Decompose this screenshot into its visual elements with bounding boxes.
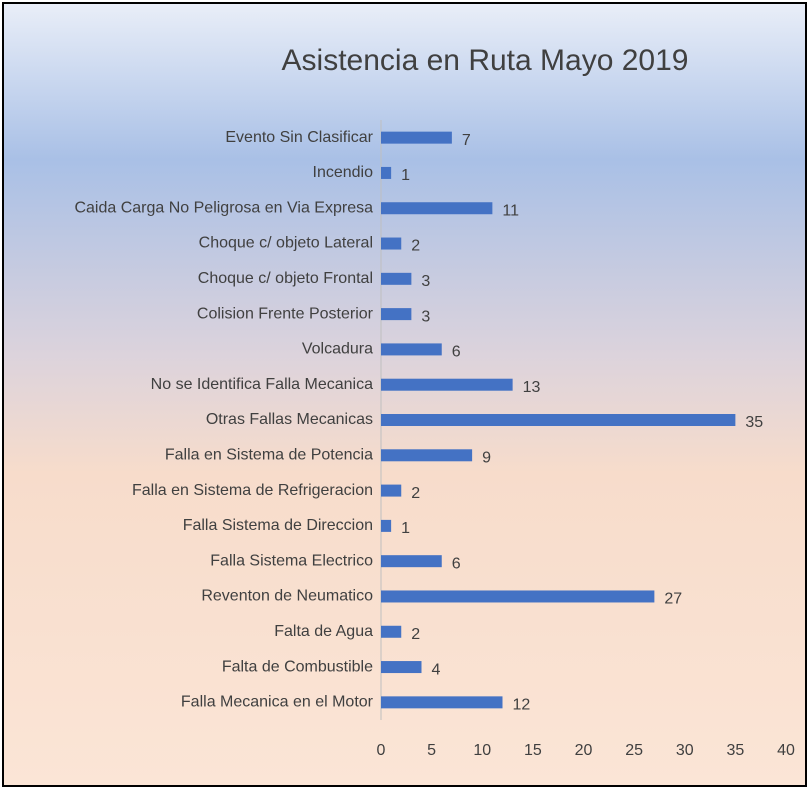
bar (381, 272, 412, 285)
data-label: 1 (401, 167, 410, 184)
data-label: 4 (432, 661, 441, 678)
y-tick-label: Volcadura (302, 341, 373, 358)
y-tick-label: Falla Mecanica en el Motor (181, 694, 374, 711)
bar (381, 519, 392, 532)
bar (381, 449, 473, 462)
bar (381, 414, 736, 426)
y-tick-label: Falta de Agua (274, 623, 373, 640)
y-tick-label: Falla Sistema Electrico (210, 552, 373, 569)
data-label: 13 (523, 379, 541, 396)
x-tick-label: 30 (676, 742, 694, 759)
y-tick-label: Colision Frente Posterior (197, 305, 374, 322)
y-tick-label: Falla en Sistema de Potencia (165, 447, 373, 464)
data-label: 12 (513, 697, 531, 714)
data-label: 6 (452, 555, 461, 572)
data-label: 11 (502, 202, 519, 219)
y-tick-label: Evento Sin Clasificar (225, 129, 373, 146)
x-tick-label: 40 (777, 742, 795, 759)
bar (381, 625, 402, 638)
bar (381, 555, 442, 568)
bar (381, 378, 513, 391)
bar (381, 237, 402, 250)
y-tick-label: No se Identifica Falla Mecanica (151, 376, 373, 393)
x-tick-label: 15 (524, 742, 542, 759)
y-tick-label: Falla Sistema de Direccion (183, 517, 373, 534)
y-tick-label: Falta de Combustible (222, 658, 373, 675)
bar (381, 202, 493, 215)
y-tick-label: Otras Fallas Mecanicas (206, 411, 373, 428)
y-tick-label: Incendio (313, 164, 374, 181)
bar (381, 661, 422, 674)
data-label: 27 (664, 591, 682, 608)
x-tick-label: 5 (427, 742, 436, 759)
bar (381, 696, 503, 709)
x-tick-label: 35 (726, 742, 744, 759)
y-tick-label: Choque c/ objeto Frontal (198, 270, 373, 287)
bar (381, 308, 412, 321)
x-tick-label: 0 (377, 742, 386, 759)
bar (381, 131, 452, 144)
x-tick-label: 25 (625, 742, 643, 759)
data-label: 7 (462, 132, 471, 149)
x-tick-label: 10 (473, 742, 491, 759)
data-label: 2 (411, 238, 420, 255)
bar (381, 166, 392, 179)
bar (381, 484, 402, 497)
y-tick-label: Falla en Sistema de Refrigeracion (132, 482, 373, 499)
data-label: 3 (421, 273, 430, 290)
chart-title: Asistencia en Ruta Mayo 2019 (282, 44, 689, 77)
data-label: 2 (411, 626, 420, 643)
data-label: 9 (482, 450, 491, 467)
y-tick-label: Reventon de Neumatico (201, 588, 373, 605)
y-tick-label: Caida Carga No Peligrosa en Via Expresa (74, 199, 373, 216)
data-label: 1 (401, 520, 410, 537)
data-label: 6 (452, 344, 461, 361)
x-tick-label: 20 (575, 742, 593, 759)
data-label: 35 (745, 414, 763, 431)
y-tick-label: Choque c/ objeto Lateral (199, 235, 373, 252)
data-label: 2 (411, 485, 420, 502)
bar (381, 343, 442, 356)
data-label: 3 (421, 308, 430, 325)
bar (381, 590, 655, 603)
